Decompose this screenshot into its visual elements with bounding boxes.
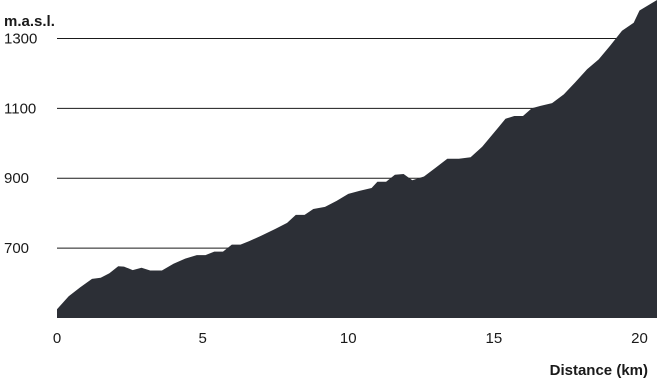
x-tick-label: 20: [631, 330, 648, 347]
y-axis-title: m.a.s.l.: [4, 13, 55, 30]
x-tick-label: 5: [198, 330, 206, 347]
x-axis-title: Distance (km): [550, 362, 648, 379]
elevation-area: [57, 0, 657, 318]
y-tick-labels: 700 900 1100 1300: [4, 30, 37, 257]
y-tick-label: 1100: [4, 100, 36, 117]
y-tick-label: 700: [4, 240, 29, 257]
x-tick-label: 15: [486, 330, 503, 347]
y-tick-label: 1300: [4, 30, 37, 47]
x-tick-label: 10: [340, 330, 357, 347]
x-tick-labels: 0 5 10 15 20: [53, 330, 648, 347]
x-tick-label: 0: [53, 330, 61, 347]
y-tick-label: 900: [4, 170, 29, 187]
